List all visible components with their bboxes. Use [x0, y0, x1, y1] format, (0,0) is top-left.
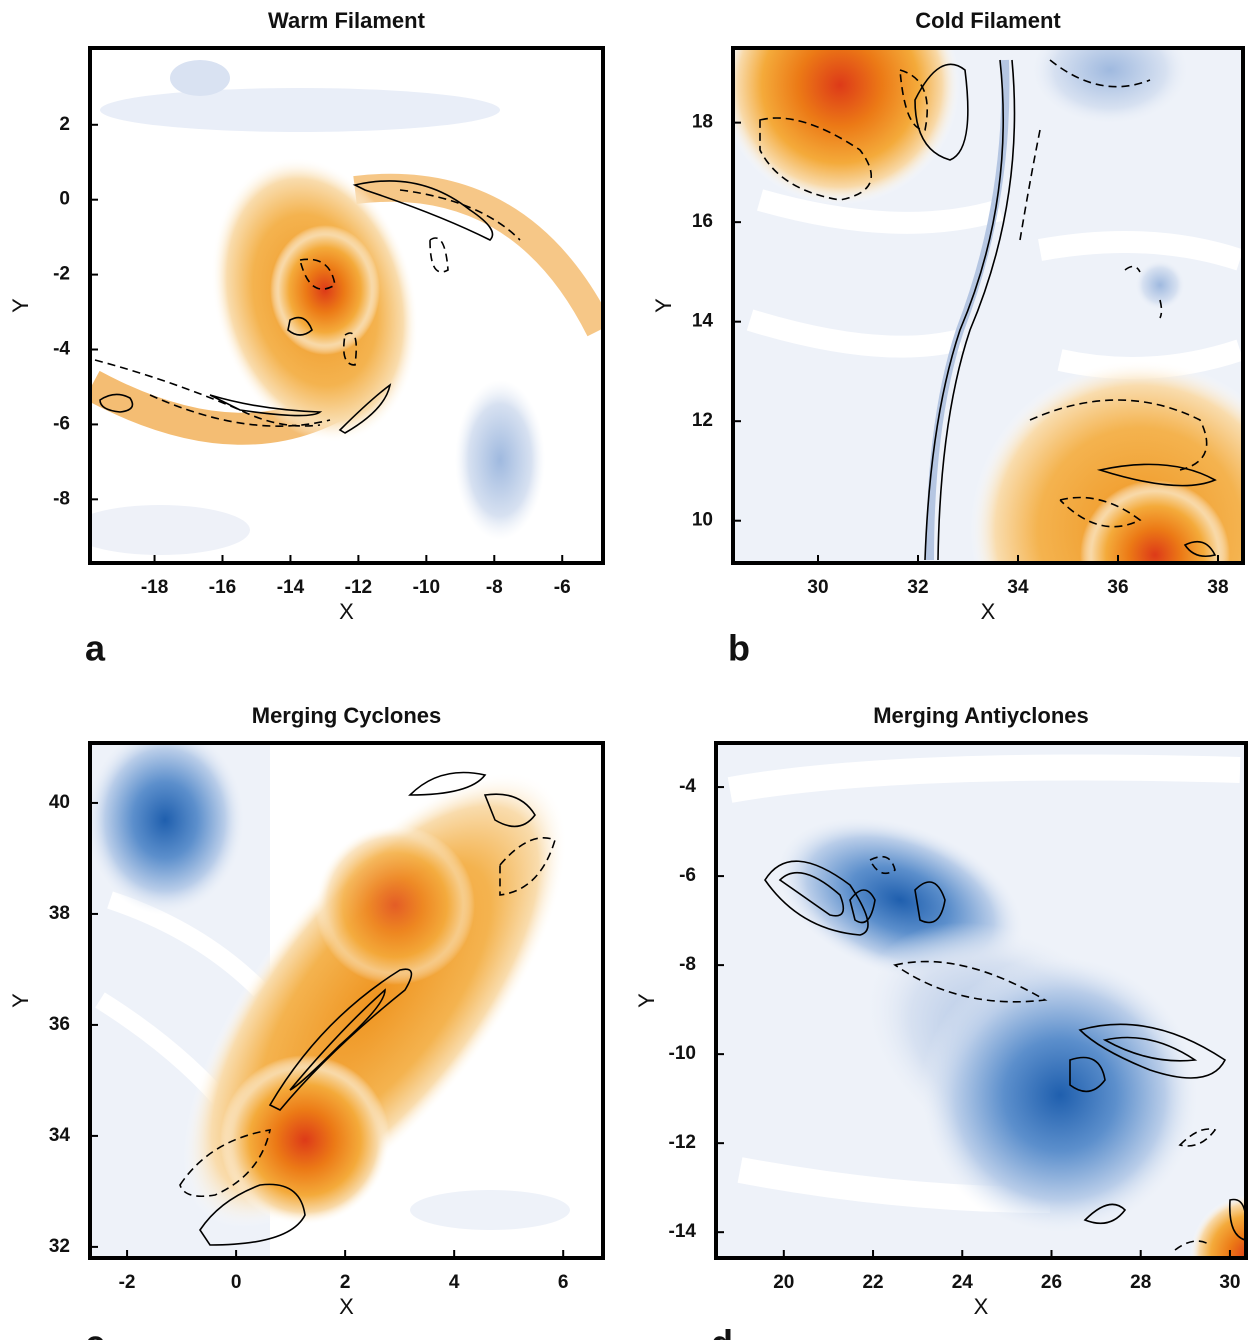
x-tick-label: 4 — [449, 1272, 460, 1293]
x-axis-label: X — [339, 599, 354, 624]
x-tick-label: 30 — [1219, 1272, 1240, 1293]
x-tick-label: -6 — [554, 577, 571, 598]
y-tick-label: 18 — [692, 112, 713, 133]
x-axis-label: X — [339, 1294, 354, 1319]
x-axis-label: X — [981, 599, 996, 624]
plot-frame — [714, 741, 1248, 1260]
y-tick-label: -6 — [679, 865, 696, 886]
y-tick-label: 14 — [692, 311, 714, 332]
x-tick-label: -16 — [209, 577, 236, 598]
panel-label: d — [711, 1323, 733, 1340]
x-tick-label: 20 — [773, 1272, 794, 1293]
y-tick-label: 0 — [59, 189, 70, 210]
plot-frame — [731, 46, 1245, 565]
x-tick-label: 26 — [1041, 1272, 1062, 1293]
x-tick-label: 34 — [1007, 577, 1029, 598]
y-tick-label: 12 — [692, 410, 713, 431]
x-tick-label: 22 — [862, 1272, 883, 1293]
x-tick-label: 2 — [340, 1272, 351, 1293]
y-tick-label: 10 — [692, 510, 713, 531]
panel-label: c — [85, 1323, 105, 1340]
x-tick-label: -18 — [141, 577, 168, 598]
panel-title: Merging Cyclones — [252, 703, 441, 728]
x-tick-label: 24 — [952, 1272, 974, 1293]
y-tick-label: -4 — [679, 776, 696, 797]
x-tick-label: 28 — [1130, 1272, 1151, 1293]
y-tick-label: 40 — [49, 792, 70, 813]
panel-title: Cold Filament — [915, 8, 1061, 33]
panel-label: a — [85, 628, 106, 669]
y-tick-label: -8 — [53, 488, 70, 509]
y-tick-label: 36 — [49, 1014, 70, 1035]
x-tick-label: 32 — [907, 577, 928, 598]
x-axis-label: X — [974, 1294, 989, 1319]
field-b — [733, 48, 1243, 563]
y-tick-label: -12 — [669, 1132, 696, 1153]
y-axis-label: Y — [651, 298, 676, 313]
x-tick-label: 0 — [231, 1272, 242, 1293]
x-tick-label: 38 — [1207, 577, 1228, 598]
plot-frame — [88, 741, 605, 1260]
y-tick-label: -14 — [669, 1221, 697, 1242]
x-tick-label: -8 — [486, 577, 503, 598]
field-a — [90, 48, 603, 563]
field-c — [90, 743, 603, 1258]
panel-label: b — [728, 628, 750, 669]
y-tick-label: 16 — [692, 211, 713, 232]
y-tick-label: -2 — [53, 264, 70, 285]
x-tick-label: 30 — [807, 577, 828, 598]
panel-title: Merging Antiyclones — [873, 703, 1089, 728]
y-tick-label: 32 — [49, 1236, 70, 1257]
x-tick-label: 6 — [558, 1272, 569, 1293]
x-tick-label: -14 — [277, 577, 305, 598]
y-tick-label: -8 — [679, 954, 696, 975]
x-tick-label: 36 — [1107, 577, 1128, 598]
y-axis-label: Y — [8, 993, 33, 1008]
field-d — [716, 743, 1246, 1258]
y-axis-label: Y — [634, 993, 659, 1008]
x-tick-label: -12 — [345, 577, 372, 598]
y-tick-label: 2 — [59, 114, 70, 135]
y-tick-label: 38 — [49, 903, 70, 924]
y-tick-label: -6 — [53, 413, 70, 434]
x-tick-label: -10 — [413, 577, 440, 598]
plot-frame — [88, 46, 605, 565]
panel-title: Warm Filament — [268, 8, 426, 33]
y-tick-label: 34 — [49, 1125, 71, 1146]
x-tick-label: -2 — [119, 1272, 136, 1293]
y-tick-label: -4 — [53, 339, 70, 360]
y-tick-label: -10 — [669, 1043, 696, 1064]
y-axis-label: Y — [8, 298, 33, 313]
